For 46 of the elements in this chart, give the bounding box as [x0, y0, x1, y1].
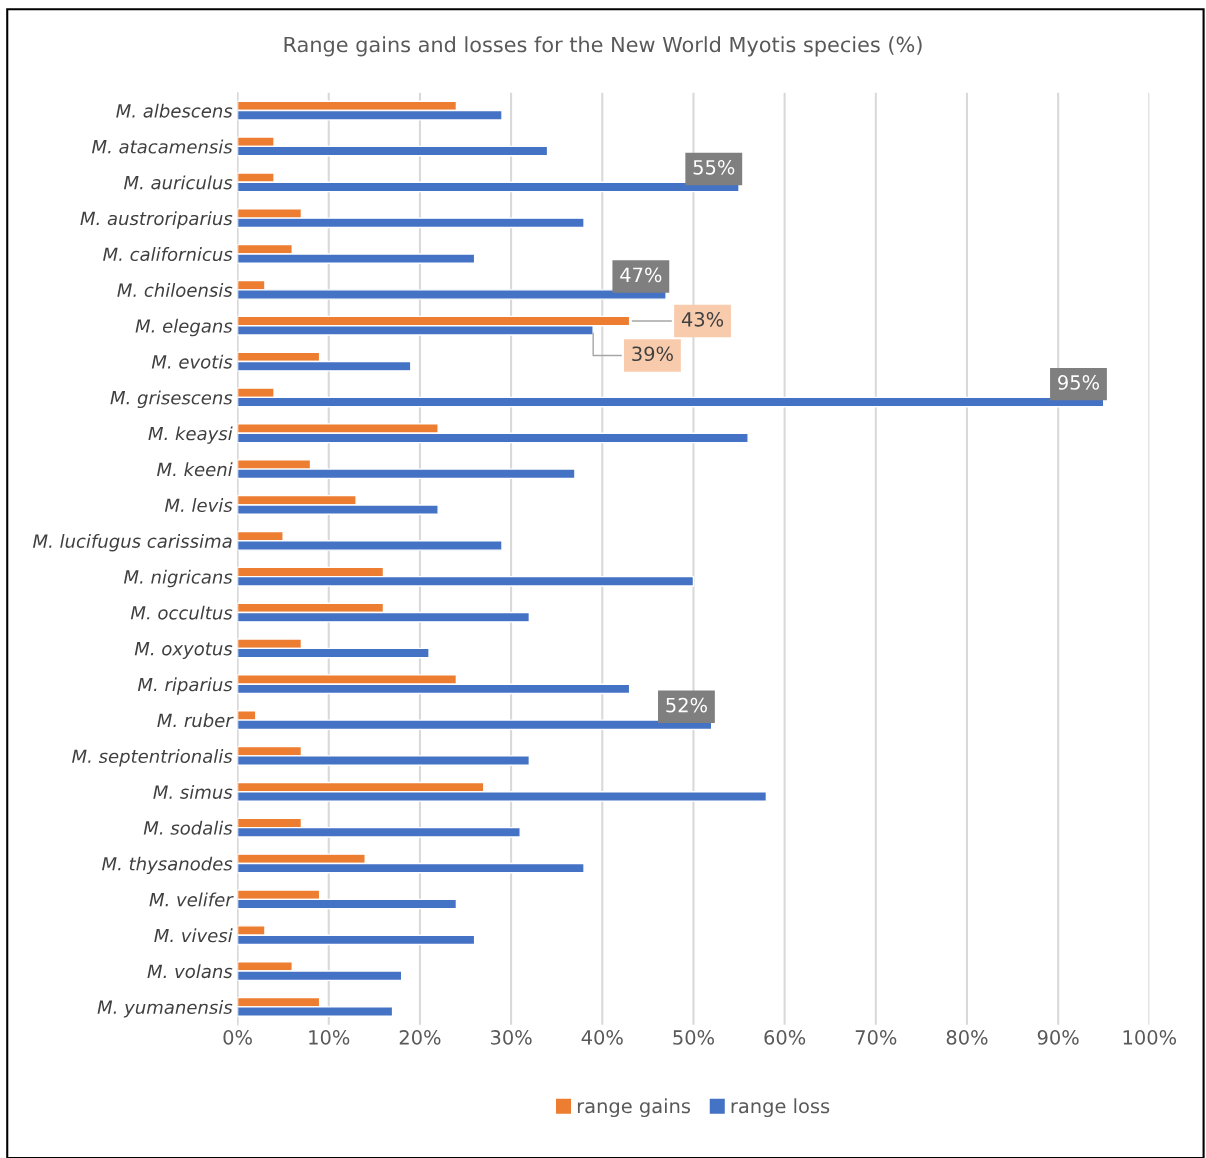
y-tick-label: M. thysanodes	[102, 856, 233, 875]
x-tick-label: 60%	[764, 1030, 806, 1045]
y-tick-label: M. septentrionalis	[72, 749, 233, 767]
y-tick-label: M. riparius	[137, 677, 233, 695]
y-tick-label: M. sodalis	[143, 820, 233, 835]
y-tick-label: M. keeni	[157, 462, 233, 477]
y-tick-label: M. austroriparius	[80, 211, 233, 229]
x-tick-label: 80%	[946, 1030, 988, 1045]
y-tick-label: M. grisescens	[110, 390, 233, 409]
data-label: 55%	[693, 159, 735, 175]
y-tick-label: M. elegans	[135, 318, 233, 337]
x-tick-label: 10%	[309, 1030, 350, 1045]
legend-label: range loss	[731, 1098, 830, 1118]
x-tick-label: 0%	[223, 1030, 252, 1045]
data-label: 95%	[1058, 375, 1100, 390]
y-tick-label: M. levis	[164, 498, 233, 513]
x-tick-label: 90%	[1037, 1030, 1079, 1045]
y-tick-label: M. occultus	[130, 605, 233, 620]
y-tick-label: M. oxyotus	[134, 642, 233, 659]
data-label: 47%	[620, 267, 662, 283]
x-tick-label: 20%	[399, 1030, 441, 1045]
y-tick-label: M. evotis	[151, 354, 233, 369]
y-tick-label: M. chiloensis	[117, 282, 233, 297]
y-tick-label: M. vivesi	[154, 928, 233, 943]
y-tick-label: M. keaysi	[148, 426, 233, 444]
x-tick-label: 30%	[490, 1030, 532, 1045]
y-tick-label: M. simus	[153, 784, 233, 799]
y-tick-label: M. lucifugus carissima	[32, 533, 232, 552]
data-label: 43%	[681, 311, 724, 327]
y-tick-label: M. volans	[147, 964, 233, 979]
x-tick-label: 100%	[1123, 1030, 1177, 1045]
y-tick-label: M. auriculus	[123, 175, 233, 190]
y-tick-label: M. nigricans	[123, 569, 233, 588]
x-tick-label: 50%	[673, 1030, 714, 1045]
y-tick-label: M. albescens	[116, 103, 233, 118]
legend-label: range gains	[577, 1098, 691, 1118]
y-tick-label: M. californicus	[103, 247, 233, 262]
y-tick-label: M. atacamensis	[91, 139, 233, 154]
y-tick-label: M. yumanensis	[97, 1000, 233, 1018]
data-label: 52%	[666, 697, 707, 713]
x-tick-label: 40%	[581, 1030, 623, 1045]
chart-title: Range gains and losses for the New World Myotis species (%)	[284, 36, 922, 57]
y-tick-label: M. velifer	[149, 892, 234, 907]
x-tick-label: 70%	[855, 1030, 897, 1045]
data-label: 39%	[632, 346, 673, 362]
y-tick-label: M. ruber	[157, 713, 234, 728]
